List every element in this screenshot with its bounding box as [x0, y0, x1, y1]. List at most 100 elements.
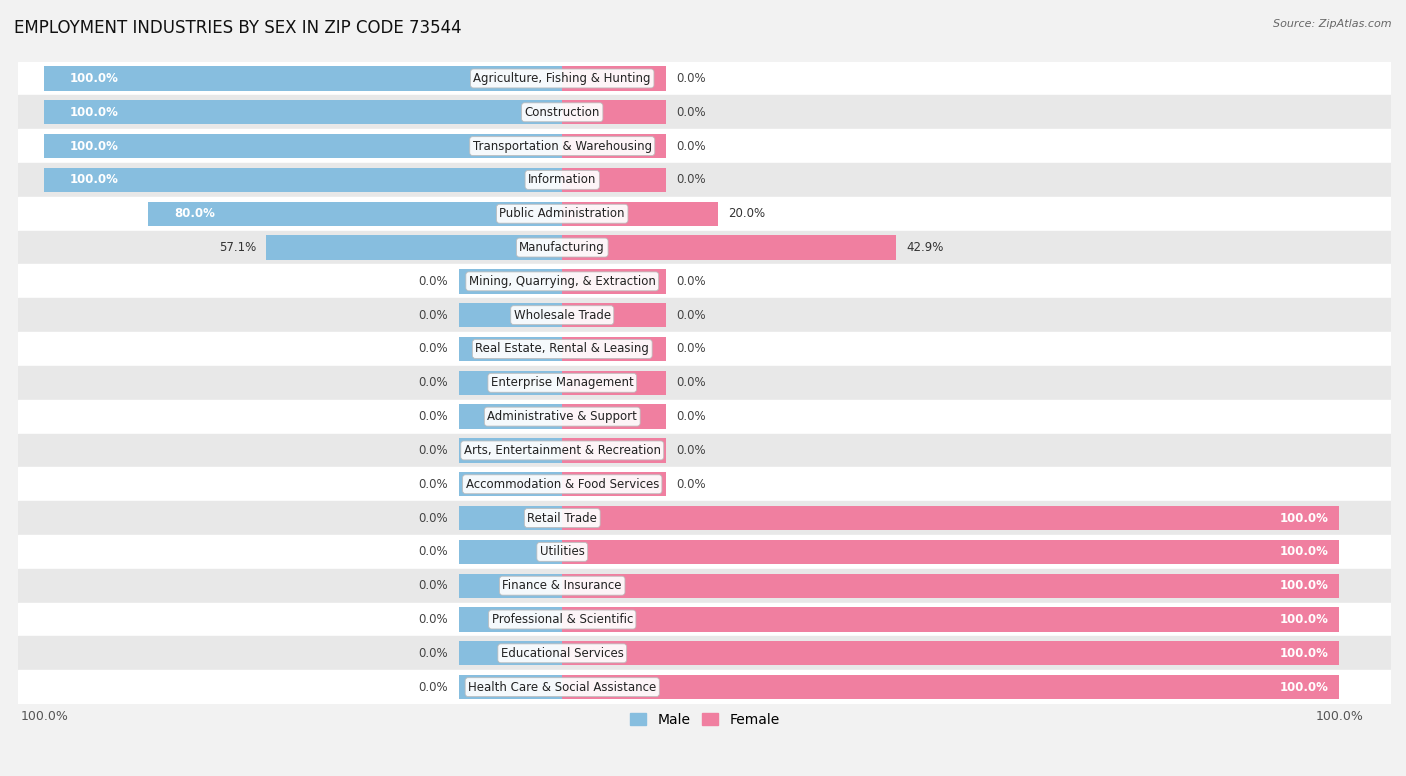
- Text: 0.0%: 0.0%: [419, 309, 449, 322]
- Text: 0.0%: 0.0%: [419, 478, 449, 490]
- Text: 100.0%: 100.0%: [70, 72, 120, 85]
- Bar: [458, 438, 562, 462]
- Bar: [44, 100, 562, 124]
- Text: Health Care & Social Assistance: Health Care & Social Assistance: [468, 681, 657, 694]
- Text: Accommodation & Food Services: Accommodation & Food Services: [465, 478, 659, 490]
- Bar: [18, 265, 1391, 298]
- Bar: [18, 636, 1391, 670]
- Legend: Male, Female: Male, Female: [624, 707, 785, 733]
- Bar: [562, 235, 896, 260]
- Bar: [562, 506, 1339, 530]
- Bar: [458, 337, 562, 361]
- Text: 100.0%: 100.0%: [1279, 579, 1329, 592]
- Text: Utilities: Utilities: [540, 546, 585, 559]
- Bar: [18, 434, 1391, 467]
- Bar: [458, 472, 562, 497]
- Text: 0.0%: 0.0%: [676, 410, 706, 423]
- Text: Finance & Insurance: Finance & Insurance: [502, 579, 621, 592]
- Text: Mining, Quarrying, & Extraction: Mining, Quarrying, & Extraction: [468, 275, 655, 288]
- Bar: [44, 66, 562, 91]
- Bar: [18, 95, 1391, 129]
- Bar: [148, 202, 562, 226]
- Text: 0.0%: 0.0%: [419, 613, 449, 626]
- Text: 100.0%: 100.0%: [1279, 647, 1329, 660]
- Bar: [18, 230, 1391, 265]
- Text: Professional & Scientific: Professional & Scientific: [492, 613, 633, 626]
- Text: 20.0%: 20.0%: [728, 207, 765, 220]
- Bar: [562, 404, 666, 429]
- Text: Enterprise Management: Enterprise Management: [491, 376, 634, 390]
- Text: Information: Information: [529, 173, 596, 186]
- Bar: [562, 202, 717, 226]
- Text: 0.0%: 0.0%: [419, 681, 449, 694]
- Bar: [562, 66, 666, 91]
- Text: 100.0%: 100.0%: [70, 173, 120, 186]
- Text: Source: ZipAtlas.com: Source: ZipAtlas.com: [1274, 19, 1392, 29]
- Text: 0.0%: 0.0%: [419, 579, 449, 592]
- Text: 100.0%: 100.0%: [1279, 546, 1329, 559]
- Bar: [458, 404, 562, 429]
- Text: Administrative & Support: Administrative & Support: [488, 410, 637, 423]
- Text: 0.0%: 0.0%: [419, 511, 449, 525]
- Bar: [562, 641, 1339, 666]
- Text: Educational Services: Educational Services: [501, 647, 624, 660]
- Bar: [18, 366, 1391, 400]
- Text: 0.0%: 0.0%: [676, 376, 706, 390]
- Bar: [18, 298, 1391, 332]
- Text: Wholesale Trade: Wholesale Trade: [513, 309, 610, 322]
- Text: 0.0%: 0.0%: [419, 444, 449, 457]
- Bar: [18, 197, 1391, 230]
- Bar: [267, 235, 562, 260]
- Bar: [562, 371, 666, 395]
- Bar: [458, 269, 562, 293]
- Bar: [18, 129, 1391, 163]
- Text: 0.0%: 0.0%: [676, 140, 706, 153]
- Bar: [562, 337, 666, 361]
- Bar: [458, 303, 562, 327]
- Text: 42.9%: 42.9%: [905, 241, 943, 254]
- Bar: [44, 134, 562, 158]
- Bar: [562, 675, 1339, 699]
- Text: 0.0%: 0.0%: [419, 410, 449, 423]
- Bar: [562, 438, 666, 462]
- Text: Real Estate, Rental & Leasing: Real Estate, Rental & Leasing: [475, 342, 650, 355]
- Text: Construction: Construction: [524, 106, 600, 119]
- Bar: [458, 675, 562, 699]
- Text: 0.0%: 0.0%: [676, 444, 706, 457]
- Bar: [562, 269, 666, 293]
- Bar: [18, 501, 1391, 535]
- Bar: [562, 100, 666, 124]
- Text: 100.0%: 100.0%: [70, 140, 120, 153]
- Bar: [562, 608, 1339, 632]
- Text: 0.0%: 0.0%: [676, 106, 706, 119]
- Bar: [18, 400, 1391, 434]
- Text: 100.0%: 100.0%: [70, 106, 120, 119]
- Text: 0.0%: 0.0%: [419, 647, 449, 660]
- Bar: [18, 569, 1391, 603]
- Bar: [18, 332, 1391, 366]
- Bar: [458, 608, 562, 632]
- Text: Manufacturing: Manufacturing: [519, 241, 605, 254]
- Text: 100.0%: 100.0%: [1279, 613, 1329, 626]
- Text: Retail Trade: Retail Trade: [527, 511, 598, 525]
- Bar: [562, 573, 1339, 598]
- Text: 0.0%: 0.0%: [676, 173, 706, 186]
- Bar: [562, 539, 1339, 564]
- Bar: [18, 163, 1391, 197]
- Text: 0.0%: 0.0%: [419, 275, 449, 288]
- Text: EMPLOYMENT INDUSTRIES BY SEX IN ZIP CODE 73544: EMPLOYMENT INDUSTRIES BY SEX IN ZIP CODE…: [14, 19, 461, 37]
- Text: 0.0%: 0.0%: [419, 342, 449, 355]
- Text: Arts, Entertainment & Recreation: Arts, Entertainment & Recreation: [464, 444, 661, 457]
- Bar: [562, 303, 666, 327]
- Text: 100.0%: 100.0%: [1279, 511, 1329, 525]
- Text: 0.0%: 0.0%: [676, 275, 706, 288]
- Bar: [458, 371, 562, 395]
- Bar: [18, 467, 1391, 501]
- Text: 0.0%: 0.0%: [676, 342, 706, 355]
- Text: 80.0%: 80.0%: [174, 207, 215, 220]
- Bar: [562, 472, 666, 497]
- Bar: [18, 61, 1391, 95]
- Text: 0.0%: 0.0%: [676, 478, 706, 490]
- Bar: [44, 168, 562, 192]
- Bar: [458, 539, 562, 564]
